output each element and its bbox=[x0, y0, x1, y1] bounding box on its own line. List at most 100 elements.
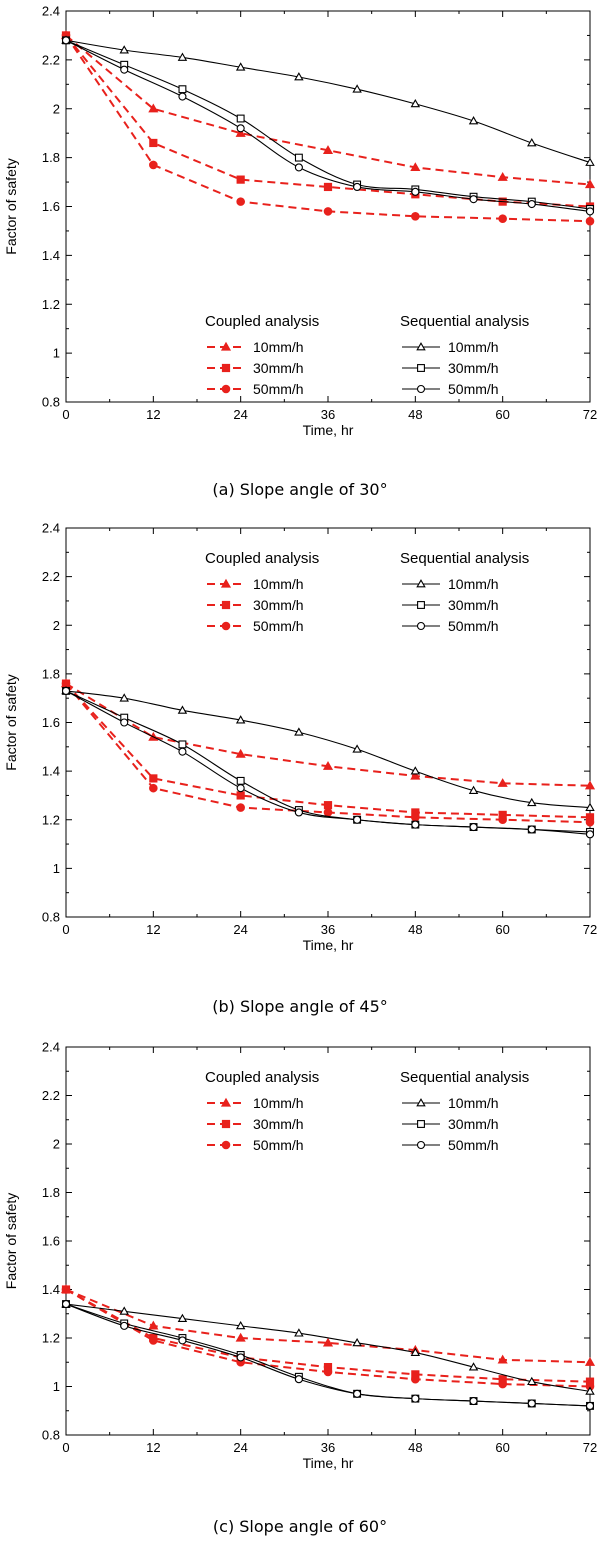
y-tick-label: 1.4 bbox=[42, 248, 60, 263]
data-point bbox=[352, 84, 362, 93]
legend-label: 30mm/h bbox=[253, 597, 304, 613]
plot-frame bbox=[65, 10, 591, 403]
series-line bbox=[65, 39, 591, 164]
data-point bbox=[527, 200, 536, 209]
data-point bbox=[410, 98, 421, 108]
data-point bbox=[294, 1328, 304, 1337]
data-point bbox=[411, 820, 420, 829]
data-point bbox=[498, 815, 507, 825]
legend-label: 50mm/h bbox=[448, 1137, 499, 1153]
legend-marker bbox=[417, 364, 425, 372]
data-point bbox=[497, 778, 508, 787]
legend-group-title: Coupled analysis bbox=[205, 1069, 319, 1086]
data-point bbox=[584, 1357, 596, 1366]
data-point bbox=[294, 727, 304, 736]
series-sequential-10mm/h bbox=[61, 685, 595, 811]
legend-marker bbox=[221, 621, 231, 631]
data-point bbox=[236, 1353, 245, 1362]
x-axis: 0 12 24 36 48 60 72 bbox=[62, 528, 597, 937]
data-point bbox=[294, 72, 304, 81]
figure-caption: (a) Slope angle of 30° bbox=[212, 480, 387, 499]
x-tick-label: 12 bbox=[146, 1440, 160, 1455]
data-point bbox=[410, 1347, 421, 1356]
data-point bbox=[527, 1376, 537, 1386]
chart-panel-b: 0.8 1 1.2 1.4 1.6 1.8 2 2.2 2.4 0 12 24 36 48 60 72 Time… bbox=[0, 517, 600, 1034]
figure-caption: (b) Slope angle of 45° bbox=[212, 997, 388, 1016]
data-point bbox=[149, 138, 158, 148]
y-tick-label: 2.2 bbox=[42, 1088, 60, 1103]
data-point bbox=[236, 197, 245, 206]
legend-label: 10mm/h bbox=[253, 1095, 304, 1111]
legend-marker bbox=[416, 384, 426, 394]
legend-label: 50mm/h bbox=[448, 381, 499, 397]
data-point bbox=[527, 797, 537, 807]
series-coupled-50mm/h bbox=[61, 31, 595, 226]
data-point bbox=[353, 182, 362, 191]
y-tick-label: 1.4 bbox=[42, 764, 60, 779]
figure-caption: (c) Slope angle of 60° bbox=[213, 1517, 387, 1536]
series-sequential-10mm/h bbox=[61, 35, 595, 166]
data-point bbox=[294, 153, 303, 162]
y-axis: 0.8 1 1.2 1.4 1.6 1.8 2 2.2 2.4 bbox=[42, 521, 590, 925]
data-point bbox=[411, 813, 420, 822]
legend-marker bbox=[221, 1119, 231, 1129]
data-point bbox=[352, 1337, 362, 1347]
data-point bbox=[527, 825, 536, 834]
data-point bbox=[410, 162, 421, 172]
y-tick-label: 2 bbox=[53, 618, 60, 633]
data-point bbox=[61, 686, 71, 695]
legend-group-title: Sequential analysis bbox=[400, 1069, 529, 1086]
series-line bbox=[65, 1288, 591, 1364]
legend-group-title: Coupled analysis bbox=[205, 313, 319, 330]
series-coupled-30mm/h bbox=[61, 31, 595, 211]
data-point bbox=[61, 1299, 71, 1309]
legend-marker bbox=[416, 621, 426, 631]
series-line bbox=[65, 682, 591, 819]
y-tick-label: 2.2 bbox=[42, 569, 60, 584]
y-axis-label: Factor of safety bbox=[3, 1193, 19, 1289]
data-point bbox=[353, 815, 362, 824]
x-tick-label: 48 bbox=[408, 1440, 422, 1455]
chart-a: 0.8 1 1.2 1.4 1.6 1.8 2 2.2 2.4 0 12 24 36 48 60 72 Time… bbox=[3, 4, 597, 500]
y-tick-label: 1.8 bbox=[42, 666, 60, 681]
data-point bbox=[177, 1313, 188, 1323]
legend-label: 50mm/h bbox=[253, 381, 304, 397]
data-point bbox=[322, 145, 334, 154]
data-point bbox=[178, 1336, 187, 1345]
data-point bbox=[469, 822, 478, 832]
legend-label: 50mm/h bbox=[253, 618, 304, 634]
data-point bbox=[352, 744, 362, 753]
x-tick-label: 36 bbox=[321, 407, 335, 422]
series-coupled-10mm/h bbox=[60, 678, 596, 790]
data-point bbox=[178, 92, 187, 101]
data-point bbox=[498, 1379, 507, 1389]
y-tick-label: 1.8 bbox=[42, 150, 60, 165]
data-point bbox=[584, 179, 596, 189]
legend-label: 30mm/h bbox=[448, 360, 499, 376]
data-point bbox=[323, 182, 333, 192]
chart-b: 0.8 1 1.2 1.4 1.6 1.8 2 2.2 2.4 0 12 24 36 48 60 72 Time… bbox=[3, 521, 597, 1017]
x-tick-label: 48 bbox=[408, 407, 422, 422]
x-tick-label: 36 bbox=[321, 922, 335, 937]
legend-label: 10mm/h bbox=[448, 339, 499, 355]
x-tick-label: 0 bbox=[62, 407, 69, 422]
data-point bbox=[323, 808, 333, 817]
data-point bbox=[120, 1321, 129, 1330]
data-point bbox=[468, 1362, 479, 1371]
data-point bbox=[236, 175, 245, 184]
legend-label: 30mm/h bbox=[253, 360, 304, 376]
x-axis-label: Time, hr bbox=[303, 937, 354, 953]
data-point bbox=[235, 715, 246, 724]
legend-label: 50mm/h bbox=[253, 1137, 304, 1153]
x-tick-label: 72 bbox=[583, 407, 597, 422]
chart-panel-a: 0.8 1 1.2 1.4 1.6 1.8 2 2.2 2.4 0 12 24 36 48 60 72 Time… bbox=[0, 0, 600, 517]
series-sequential-10mm/h bbox=[61, 1299, 595, 1395]
series-sequential-50mm/h bbox=[61, 686, 595, 839]
x-tick-label: 0 bbox=[62, 1440, 69, 1455]
data-point bbox=[177, 52, 188, 61]
data-point bbox=[120, 65, 129, 74]
series-sequential-50mm/h bbox=[61, 1299, 595, 1410]
legend-group-title: Sequential analysis bbox=[400, 550, 529, 567]
y-tick-label: 0.8 bbox=[42, 910, 60, 925]
legend-label: 10mm/h bbox=[448, 576, 499, 592]
